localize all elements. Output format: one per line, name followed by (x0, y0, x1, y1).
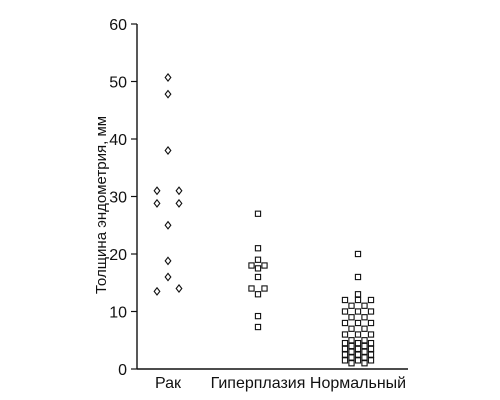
square-marker (354, 345, 362, 353)
square-marker (248, 285, 255, 292)
y-tick-label: 30 (109, 190, 127, 207)
square-marker (354, 308, 362, 315)
diamond-marker (164, 146, 172, 155)
square-marker (361, 348, 368, 355)
category-label: Гиперплазия (211, 375, 306, 392)
square-marker (361, 314, 368, 321)
square-marker (348, 348, 355, 355)
square-marker (354, 351, 362, 358)
y-axis-label: Толщина эндометрия, мм (93, 116, 110, 294)
square-marker (254, 265, 262, 272)
square-marker (367, 351, 375, 358)
square-marker (361, 302, 368, 309)
diamond-marker (164, 220, 172, 230)
square-marker (354, 296, 362, 304)
square-marker (354, 339, 362, 347)
square-marker (254, 291, 262, 298)
square-marker (261, 285, 268, 292)
diamond-marker (175, 198, 183, 208)
square-marker (348, 337, 355, 344)
y-ticks: 0 10 20 30 40 50 60 (109, 17, 137, 379)
y-tick-label: 20 (109, 247, 127, 264)
diamond-marker (164, 89, 172, 99)
square-marker (254, 245, 262, 252)
square-marker (361, 354, 368, 361)
square-marker (367, 296, 375, 304)
square-marker (367, 357, 375, 364)
diamond-marker (175, 284, 183, 293)
diamond-marker (164, 72, 172, 82)
square-marker (367, 308, 375, 315)
square-marker (341, 357, 349, 364)
diamond-marker (175, 186, 183, 196)
square-marker (361, 342, 368, 350)
diamond-marker (164, 256, 172, 266)
category-label: Нормальный (310, 375, 406, 392)
square-marker (348, 302, 355, 309)
square-marker (348, 360, 355, 367)
y-tick-label: 10 (109, 305, 127, 322)
data-points (153, 72, 375, 367)
square-marker (354, 331, 362, 338)
diamond-marker (153, 286, 161, 296)
square-marker (248, 262, 255, 269)
square-marker (361, 360, 368, 367)
square-marker (254, 210, 262, 217)
square-marker (348, 314, 355, 321)
square-marker (254, 323, 262, 331)
diamond-marker (164, 272, 172, 282)
square-marker (354, 273, 362, 281)
square-marker (367, 339, 375, 347)
diamond-marker (153, 198, 161, 208)
square-marker (354, 250, 362, 258)
y-tick-label: 40 (109, 132, 127, 149)
square-marker (254, 256, 262, 263)
square-marker (354, 319, 362, 327)
square-marker (261, 262, 268, 269)
category-labels: Рак Гиперплазия Нормальный (155, 375, 406, 392)
square-marker (341, 345, 349, 353)
square-marker (254, 312, 262, 320)
square-marker (361, 325, 368, 332)
square-marker (367, 345, 375, 353)
square-marker (348, 354, 355, 361)
square-marker (341, 296, 349, 304)
square-marker (341, 331, 349, 338)
square-marker (367, 319, 375, 327)
y-tick-label: 50 (109, 75, 127, 92)
square-marker (341, 308, 349, 315)
square-marker (361, 337, 368, 344)
square-marker (341, 339, 349, 347)
square-marker (341, 319, 349, 327)
y-tick-label: 60 (109, 17, 127, 34)
square-marker (348, 325, 355, 332)
square-marker (367, 331, 375, 338)
square-marker (254, 273, 262, 281)
square-marker (341, 351, 349, 358)
square-marker (348, 342, 355, 350)
diamond-marker (153, 186, 161, 196)
category-label: Рак (155, 375, 182, 392)
y-tick-label: 0 (118, 362, 127, 379)
square-marker (354, 291, 362, 298)
square-marker (354, 357, 362, 364)
